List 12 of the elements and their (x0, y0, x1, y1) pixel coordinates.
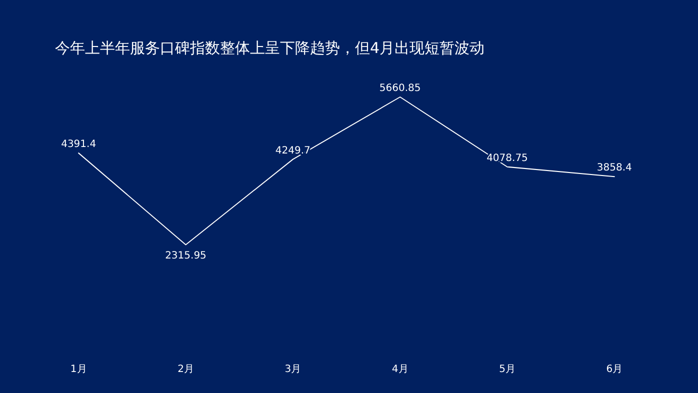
x-tick: 6月 (606, 364, 623, 375)
x-tick: 4月 (392, 364, 408, 375)
title: 今年上半年服务口碑指数整体上呈下降趋势，但4月出现短暂波动 (55, 39, 485, 57)
data-label: 4391.4 (61, 139, 96, 150)
data-label: 3858.4 (596, 162, 632, 174)
x-tick: 5月 (499, 364, 516, 375)
data-label: 5660.85 (379, 83, 421, 94)
data-label: 2315.95 (165, 250, 206, 262)
x-tick: 1月 (70, 364, 87, 375)
data-label: 4249.7 (275, 145, 310, 156)
x-tick: 2月 (178, 364, 194, 375)
x-tick: 3月 (284, 364, 302, 375)
